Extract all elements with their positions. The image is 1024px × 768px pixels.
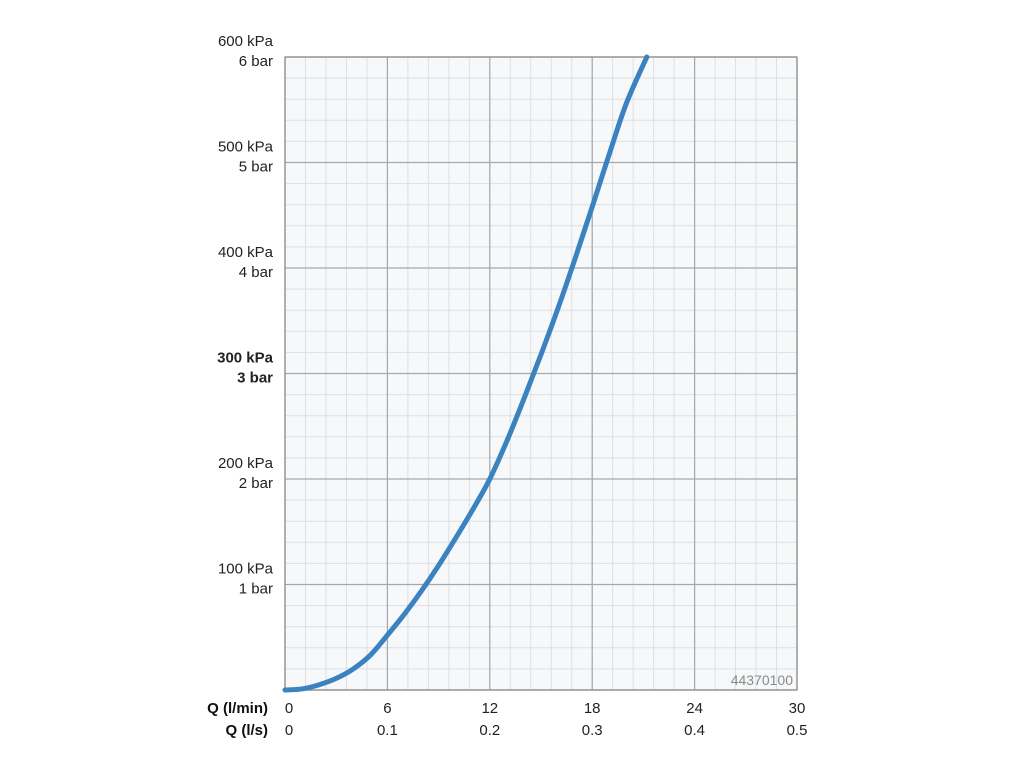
x-tick-label: 30: [789, 700, 806, 717]
y-tick-label-kpa: 100 kPa: [218, 561, 274, 578]
y-tick-label-kpa: 200 kPa: [218, 455, 274, 472]
y-tick-label-bar: 6 bar: [239, 53, 273, 70]
x-axis-name: Q (l/min): [207, 700, 268, 717]
x-tick-label: 0.4: [684, 722, 705, 739]
y-tick-label-bar: 4 bar: [239, 264, 273, 281]
x-tick-label: 12: [481, 700, 498, 717]
x-tick-label: 0.3: [582, 722, 603, 739]
x-tick-label: 0.2: [479, 722, 500, 739]
series-layer: [282, 54, 650, 693]
x-tick-label: 6: [383, 700, 391, 717]
y-tick-label-kpa: 600 kPa: [218, 33, 274, 50]
y-tick-label-kpa: 300 kPa: [217, 350, 274, 367]
x-tick-label: 24: [686, 700, 703, 717]
y-tick-label-bar: 2 bar: [239, 475, 273, 492]
x-tick-label: 0: [285, 722, 293, 739]
y-tick-label-bar: 1 bar: [239, 581, 273, 598]
y-tick-label-kpa: 500 kPa: [218, 139, 274, 156]
y-tick-label-kpa: 400 kPa: [218, 244, 274, 261]
x-axis-labels: Q (l/min) 0 6 12 18 24 30 Q (l/s) 0 0.1 0.2 0.3 0.4 0…: [207, 700, 807, 739]
pressure-curve: [282, 54, 650, 693]
y-tick-label-bar: 5 bar: [239, 159, 273, 176]
product-code-label: 44370100: [731, 672, 794, 688]
y-tick-label-bar: 3 bar: [237, 370, 273, 387]
x-tick-label: 0.5: [787, 722, 808, 739]
x-tick-label: 0: [285, 700, 293, 717]
x-tick-label: 0.1: [377, 722, 398, 739]
x-axis-name: Q (l/s): [225, 722, 268, 739]
y-axis-labels: 100 kPa 1 bar 200 kPa 2 bar 300 kPa 3 bar 400 …: [217, 33, 274, 598]
x-tick-label: 18: [584, 700, 601, 717]
plot-border: [284, 56, 798, 691]
